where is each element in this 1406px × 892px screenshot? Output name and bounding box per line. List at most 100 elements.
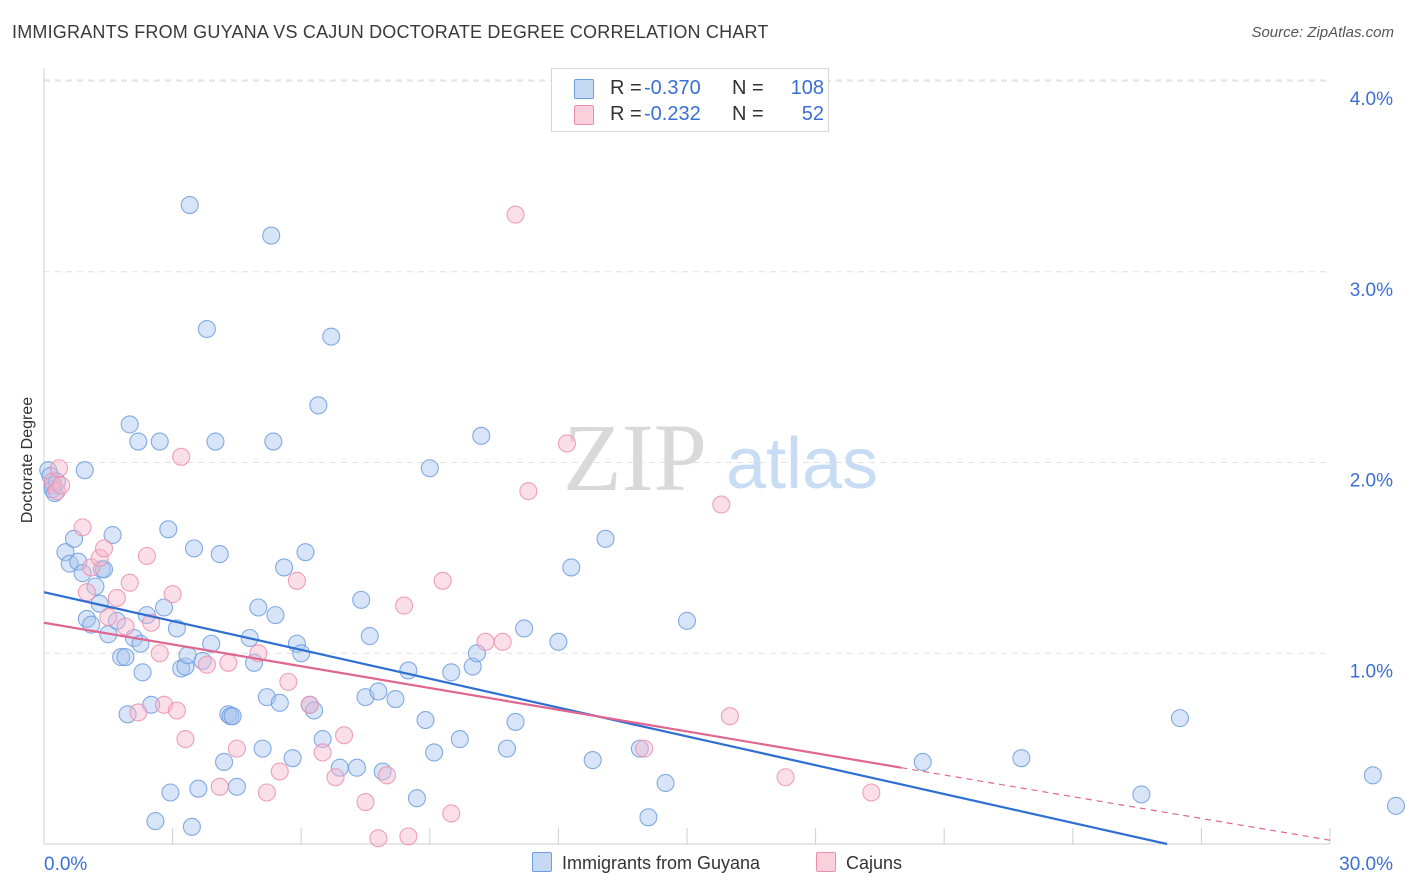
point-guyana	[264, 432, 283, 451]
y-tick-label: 1.0%	[1350, 661, 1393, 682]
point-guyana	[262, 226, 281, 245]
point-cajun	[73, 518, 92, 537]
point-guyana	[202, 634, 221, 653]
point-cajun	[150, 644, 169, 663]
legend-swatch-guyana	[574, 79, 594, 99]
legend-n-value: 52	[801, 103, 824, 125]
point-guyana	[189, 779, 208, 798]
point-guyana	[1386, 796, 1406, 815]
point-cajun	[197, 655, 216, 674]
point-cajun	[49, 459, 69, 478]
legend-n-label: N =	[732, 103, 764, 125]
point-cajun	[167, 701, 186, 720]
point-guyana	[103, 525, 122, 545]
point-cajun	[163, 585, 182, 604]
data-points	[39, 195, 1406, 848]
point-guyana	[129, 432, 148, 451]
point-cajun	[506, 205, 525, 224]
point-guyana	[249, 598, 268, 617]
point-guyana	[472, 426, 491, 445]
y-axis-label: Doctorate Degree	[19, 396, 36, 524]
point-cajun	[287, 571, 306, 590]
tick-labels: 1.0% 2.0% 3.0% 4.0% 0.0% 30.0%	[44, 89, 1393, 875]
x-tick-label: 0.0%	[44, 854, 87, 875]
point-cajun	[52, 476, 71, 495]
point-guyana	[180, 195, 199, 215]
point-guyana	[120, 415, 139, 434]
point-guyana	[1132, 785, 1151, 804]
point-guyana	[1363, 766, 1382, 785]
bottom-legend-guyana: Immigrants from Guyana	[532, 852, 760, 874]
point-guyana	[442, 663, 461, 682]
point-guyana	[596, 529, 615, 548]
point-guyana	[639, 808, 658, 827]
point-cajun	[433, 571, 452, 590]
point-guyana	[176, 657, 195, 676]
point-cajun	[399, 827, 418, 846]
point-guyana	[227, 777, 246, 796]
point-guyana	[270, 693, 289, 712]
point-guyana	[497, 739, 517, 758]
point-guyana	[562, 558, 581, 577]
point-guyana	[515, 619, 534, 638]
point-guyana	[292, 644, 311, 663]
correlation-legend: R = -0.370 N = 108 R = -0.232 N = 52	[551, 68, 829, 132]
point-cajun	[557, 434, 577, 453]
bottom-legend-swatch-cajuns	[816, 852, 836, 872]
point-guyana	[463, 657, 482, 676]
point-cajun	[635, 739, 654, 758]
point-guyana	[283, 749, 302, 768]
point-guyana	[630, 739, 649, 758]
point-guyana	[146, 812, 165, 831]
point-cajun	[326, 768, 345, 787]
point-cajun	[227, 739, 246, 758]
point-cajun	[77, 583, 96, 602]
point-guyana	[178, 646, 197, 665]
point-guyana	[425, 743, 444, 762]
point-guyana	[386, 689, 405, 709]
point-cajun	[377, 766, 396, 785]
legend-r-label: R =	[610, 103, 642, 125]
bottom-legend-label-guyana: Immigrants from Guyana	[562, 853, 761, 873]
point-guyana	[1012, 749, 1031, 768]
point-cajun	[720, 707, 739, 726]
point-cajun	[712, 495, 731, 514]
y-tick-label: 2.0%	[1350, 471, 1393, 492]
point-guyana	[309, 396, 328, 415]
point-cajun	[129, 703, 148, 722]
point-cajun	[279, 672, 298, 691]
point-guyana	[150, 432, 169, 451]
point-guyana	[369, 682, 388, 701]
point-guyana	[210, 545, 229, 564]
point-guyana	[347, 758, 366, 777]
point-cajun	[369, 829, 388, 848]
point-cajun	[94, 539, 114, 558]
legend-r-value: -0.370	[644, 77, 701, 99]
point-guyana	[275, 558, 294, 577]
trend-lines	[43, 591, 1331, 846]
bottom-legend-label-cajuns: Cajuns	[846, 853, 903, 873]
point-guyana	[266, 606, 285, 625]
point-guyana	[506, 712, 525, 731]
point-guyana	[913, 752, 932, 772]
point-cajun	[99, 607, 118, 627]
point-cajun	[142, 613, 161, 632]
point-guyana	[322, 327, 341, 346]
point-guyana	[296, 543, 315, 562]
point-guyana	[656, 773, 675, 793]
y-tick-label: 3.0%	[1350, 280, 1393, 301]
legend-n-value: 108	[790, 77, 824, 99]
legend-r-value: -0.232	[644, 103, 701, 125]
point-cajun	[107, 588, 126, 608]
point-guyana	[197, 319, 216, 339]
point-guyana	[159, 520, 178, 539]
grid-lines	[44, 79, 1330, 654]
point-cajun	[176, 730, 195, 749]
point-guyana	[583, 751, 602, 770]
point-cajun	[210, 777, 229, 796]
point-guyana	[450, 730, 469, 749]
point-cajun	[335, 726, 354, 745]
point-guyana	[360, 627, 379, 646]
point-guyana	[133, 663, 152, 682]
